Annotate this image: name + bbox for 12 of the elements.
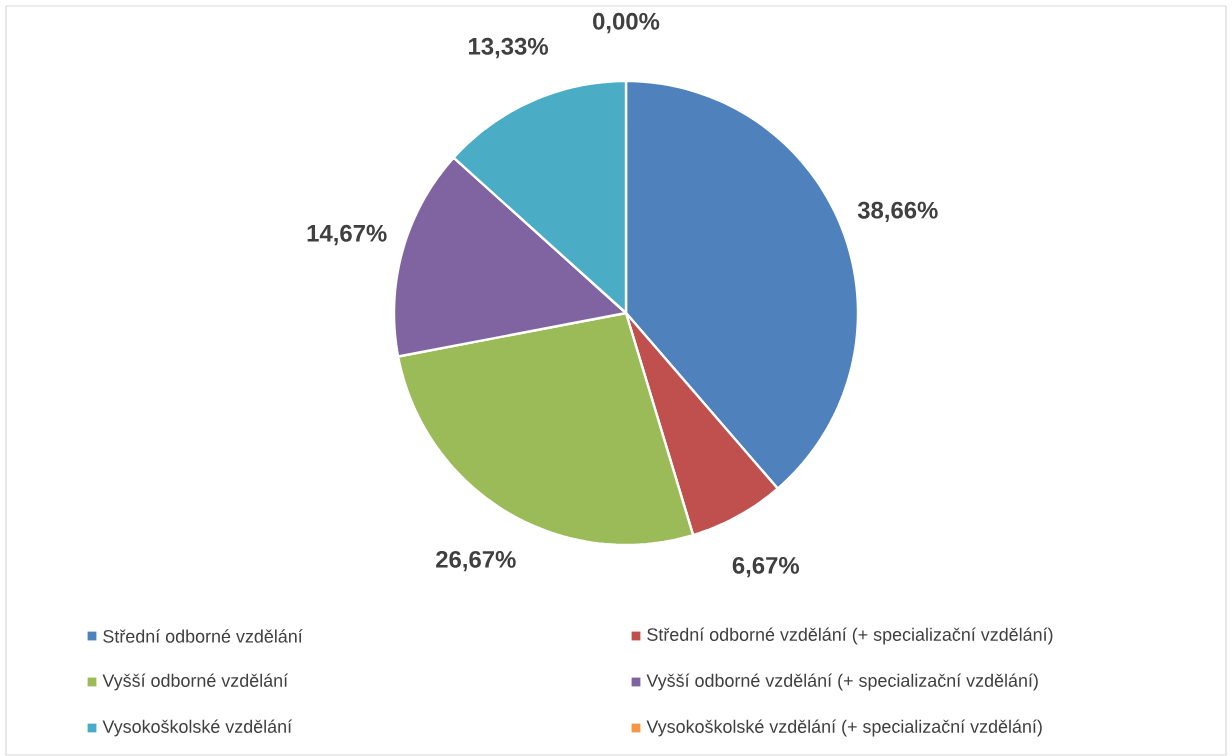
data-label: 6,67% [732, 556, 800, 578]
legend-label: Střední odborné vzdělání [103, 629, 303, 643]
text: 0,00% [593, 12, 660, 34]
legend-label: Střední odborné vzdělání (+ specializační vzdělání) [647, 627, 1053, 645]
data-label: 26,67% [436, 550, 516, 572]
legend-label: Vysokoškolské vzdělání [102, 719, 292, 737]
data-label: 13,33% [469, 37, 548, 59]
legend-label: Vyšší odborné vzdělání [102, 673, 289, 691]
legend-label: Vyšší odborné vzdělání (+ specializační vzdělání) [646, 673, 1038, 691]
legend-label: Vysokoškolské vzdělání (+ specializační vzdělání) [646, 719, 1042, 737]
data-label: 14,67% [307, 224, 387, 246]
data-label: 38,66% [857, 201, 938, 223]
